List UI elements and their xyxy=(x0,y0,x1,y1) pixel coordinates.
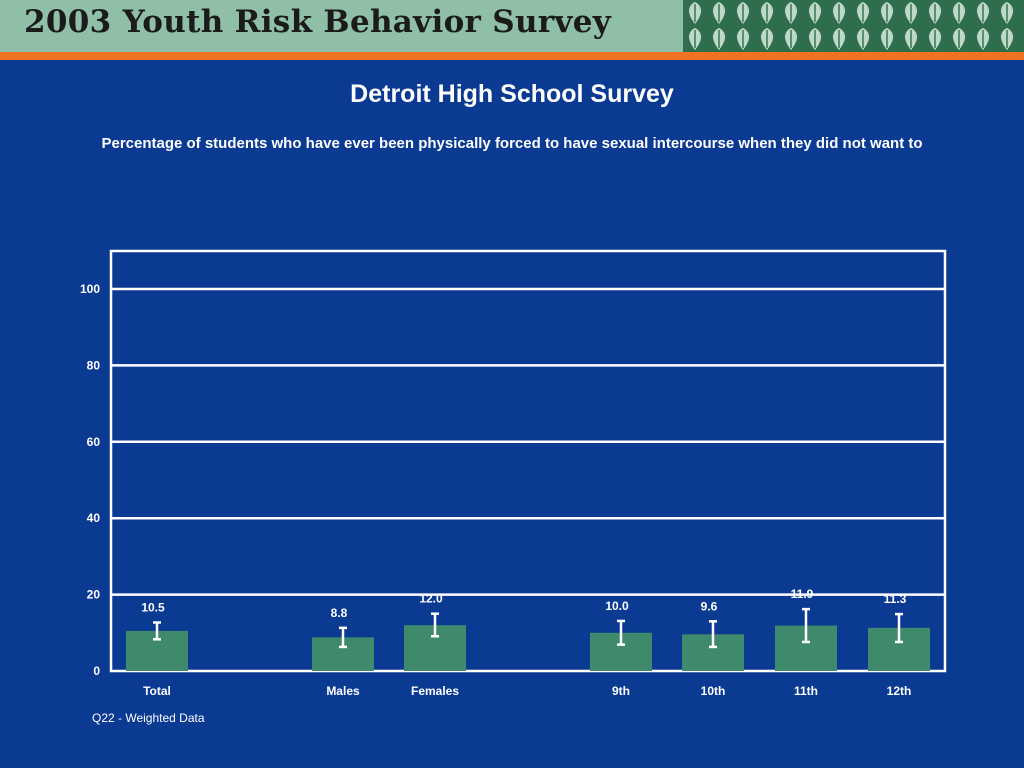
header-title: 2003 Youth Risk Behavior Survey xyxy=(24,4,612,40)
category-label: Females xyxy=(411,684,459,698)
header-band: 2003 Youth Risk Behavior Survey xyxy=(0,0,1024,52)
category-label: 11th xyxy=(794,684,818,698)
value-label: 8.8 xyxy=(331,606,348,620)
value-label: 12.0 xyxy=(419,592,443,606)
leaf-pattern-decoration xyxy=(683,0,1024,52)
leaf-pattern-icon xyxy=(683,0,1024,52)
category-label: Males xyxy=(326,684,360,698)
category-label: 12th xyxy=(887,684,912,698)
y-tick-label: 20 xyxy=(87,588,101,602)
value-label: 10.5 xyxy=(141,600,165,614)
value-label: 9.6 xyxy=(701,599,718,613)
slide-subtitle: Percentage of students who have ever bee… xyxy=(101,135,923,152)
value-label: 11.9 xyxy=(791,587,814,601)
y-tick-label: 60 xyxy=(87,435,101,449)
footnote: Q22 - Weighted Data xyxy=(92,711,205,725)
header-stripe xyxy=(0,52,1024,60)
value-label: 10.0 xyxy=(605,599,629,613)
plot-frame xyxy=(109,249,947,673)
y-tick-label: 40 xyxy=(87,511,101,525)
slide-title: Detroit High School Survey xyxy=(350,80,674,108)
category-label: 10th xyxy=(701,684,726,698)
category-label: Total xyxy=(143,684,171,698)
y-tick-label: 100 xyxy=(80,282,100,296)
category-label: 9th xyxy=(612,684,630,698)
y-tick-label: 0 xyxy=(93,664,100,678)
y-tick-label: 80 xyxy=(87,358,101,372)
value-label: 11.3 xyxy=(884,592,907,606)
